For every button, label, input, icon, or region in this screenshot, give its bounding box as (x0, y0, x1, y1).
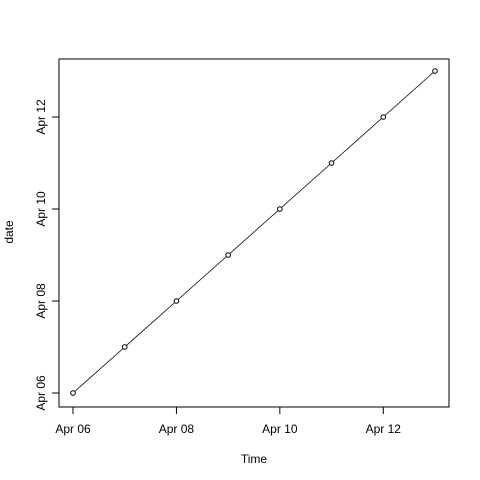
y-tick-label: Apr 06 (34, 375, 48, 411)
series-line (72, 70, 436, 394)
x-axis: Apr 06 Apr 08 Apr 10 Apr 12 (55, 406, 402, 436)
data-point (225, 252, 231, 258)
plot-frame (58, 58, 450, 408)
y-tick-label: Apr 10 (34, 191, 48, 227)
data-point (328, 160, 335, 166)
y-tick-label: Apr 08 (34, 283, 48, 319)
data-point (432, 68, 438, 74)
y-tick-label: Apr 12 (34, 99, 48, 135)
y-axis: Apr 06 Apr 08 Apr 10 Apr 12 (34, 99, 60, 411)
data-point (70, 390, 76, 396)
y-axis-title: date (2, 220, 16, 244)
series-layer (70, 68, 438, 396)
x-tick-label: Apr 06 (55, 422, 91, 436)
data-point (121, 344, 128, 350)
x-axis-title: Time (241, 452, 268, 466)
data-point (277, 206, 283, 212)
data-point (380, 114, 387, 120)
x-tick-label: Apr 12 (366, 422, 402, 436)
data-point (173, 298, 180, 304)
x-tick-label: Apr 10 (262, 422, 298, 436)
x-tick-label: Apr 08 (159, 422, 195, 436)
